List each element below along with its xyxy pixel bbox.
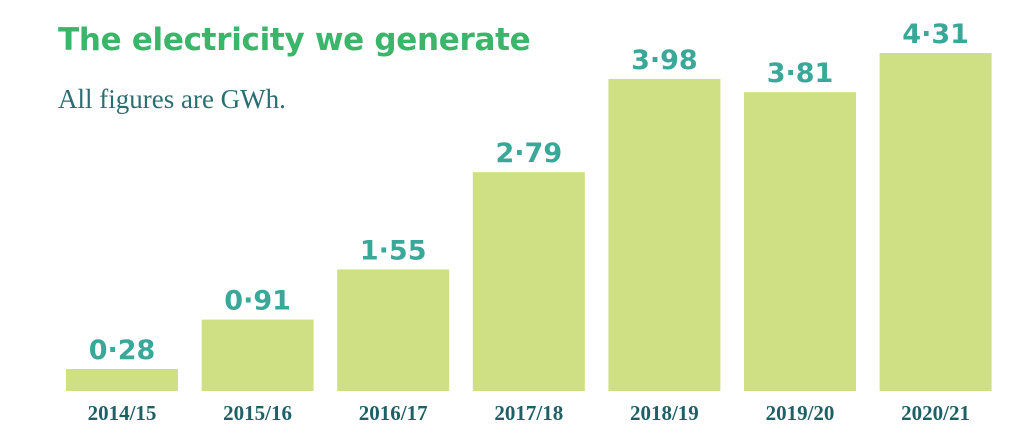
bar-2015-16 <box>201 319 314 391</box>
category-label: 2014/15 <box>88 401 157 425</box>
bar-2019-20 <box>744 92 856 391</box>
value-label: 3·81 <box>767 58 834 89</box>
category-label: 2020/21 <box>901 401 970 425</box>
value-label: 0·91 <box>224 286 291 317</box>
bar-2017-18 <box>472 172 585 391</box>
category-label: 2017/18 <box>494 401 563 425</box>
category-label: 2016/17 <box>359 401 428 425</box>
bar-2014-15 <box>66 369 178 391</box>
value-label: 3·98 <box>631 45 698 76</box>
category-label: 2018/19 <box>630 401 699 425</box>
value-label: 0·28 <box>89 335 156 366</box>
bar-2018-19 <box>608 78 721 392</box>
category-label: 2015/16 <box>223 401 292 425</box>
value-label: 2·79 <box>495 138 562 169</box>
category-label: 2019/20 <box>766 401 835 425</box>
chart-title: The electricity we generate <box>58 22 531 58</box>
value-label: 4·31 <box>902 19 969 50</box>
bar-2020-21 <box>879 53 992 391</box>
bar-2016-17 <box>337 269 450 391</box>
value-label: 1·55 <box>360 235 427 266</box>
chart-subtitle: All figures are GWh. <box>58 84 286 114</box>
